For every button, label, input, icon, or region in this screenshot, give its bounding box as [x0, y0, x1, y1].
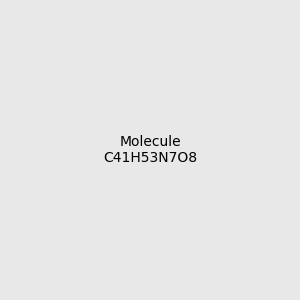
Text: Molecule
C41H53N7O8: Molecule C41H53N7O8 [103, 135, 197, 165]
